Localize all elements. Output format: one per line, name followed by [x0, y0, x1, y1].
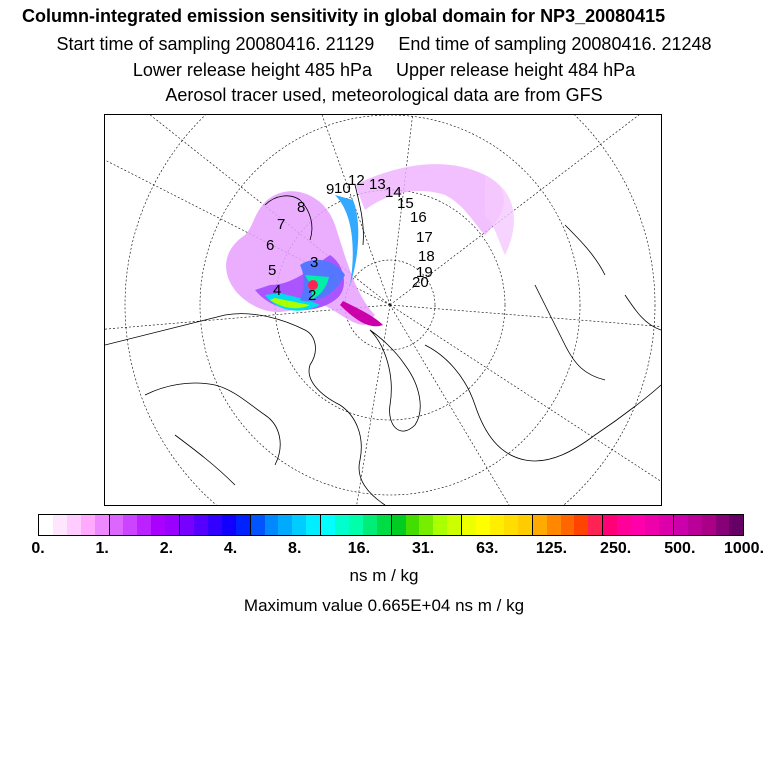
colorbar-tick-label: 31.	[411, 540, 435, 557]
colorbar-segment	[66, 515, 81, 535]
meridians	[105, 115, 661, 505]
latitude-circle	[199, 115, 581, 496]
colorbar-segment	[235, 515, 250, 535]
colorbar-segment	[715, 515, 730, 535]
latitude-circle	[124, 115, 656, 505]
colorbar-segment	[461, 515, 477, 535]
colorbar-tick-label: 125.	[535, 540, 568, 557]
colorbar-segment	[574, 515, 589, 535]
trajectory-label: 17	[416, 229, 433, 246]
trajectory-label: 4	[273, 282, 281, 299]
colorbar-segment	[376, 515, 391, 535]
colorbar-segment	[433, 515, 448, 535]
colorbar-segment	[447, 515, 462, 535]
trajectory-label: 10	[334, 180, 351, 197]
colorbar-segment	[476, 515, 490, 535]
colorbar-tick-label: 1000.	[723, 540, 765, 557]
colorbar-segment	[729, 515, 744, 535]
trajectory-label: 2	[308, 287, 316, 304]
colorbar-segment	[588, 515, 603, 535]
colorbar-segment	[531, 515, 547, 535]
colorbar-segment	[80, 515, 95, 535]
colorbar-segment	[39, 515, 53, 535]
colorbar-segment	[546, 515, 561, 535]
colorbar-segment	[278, 515, 293, 535]
release-heights: Lower release height 485 hPa Upper releas…	[0, 60, 768, 81]
start-time: Start time of sampling 20080416. 21129	[56, 34, 375, 54]
trajectory-label: 9	[326, 181, 334, 198]
colorbar-segment	[602, 515, 618, 535]
colorbar-segment	[306, 515, 321, 535]
colorbar-segment	[94, 515, 109, 535]
colorbar-segment	[390, 515, 406, 535]
maximum-value: Maximum value 0.665E+04 ns m / kg	[243, 596, 525, 615]
emission-plume	[226, 164, 514, 327]
colorbar-tick-label: 16.	[347, 540, 371, 557]
map-title: Column-integrated emission sensitivity i…	[22, 6, 666, 26]
trajectory-label: 16	[410, 209, 427, 226]
trajectory-label: 19	[416, 264, 433, 281]
tracer-info: Aerosol tracer used, meteorological data…	[165, 85, 603, 105]
trajectory-label: 5	[268, 262, 276, 279]
trajectory-label: 7	[277, 216, 285, 233]
colorbar-segment	[672, 515, 688, 535]
colorbar-segment	[249, 515, 265, 535]
lower-release-height: Lower release height 485 hPa	[132, 60, 372, 80]
trajectory-label: 15	[397, 195, 414, 212]
colorbar-segment	[560, 515, 575, 535]
colorbar-segment	[137, 515, 152, 535]
colorbar-tick-label: 2.	[159, 540, 174, 557]
colorbar-segment	[644, 515, 659, 535]
colorbar-segment	[193, 515, 208, 535]
colorbar-tick-label: 500.	[664, 540, 696, 557]
trajectory-label: 18	[418, 248, 435, 265]
colorbar-tick-label: 0.	[31, 540, 45, 557]
colorbar-segment	[108, 515, 124, 535]
colorbar-tick-label: 250.	[600, 540, 632, 557]
colorbar-tick-label: 63.	[476, 540, 499, 557]
colorbar-segment	[320, 515, 336, 535]
trajectory-label: 8	[297, 199, 305, 216]
colorbar-segment	[52, 515, 67, 535]
colorbar-segment	[123, 515, 138, 535]
colorbar-segment	[179, 515, 194, 535]
trajectory-label: 12	[348, 172, 365, 189]
colorbar-segment	[419, 515, 434, 535]
colorbar-segment	[348, 515, 363, 535]
colorbar-segment	[264, 515, 279, 535]
colorbar-segment	[335, 515, 349, 535]
trajectory-label: 6	[266, 237, 274, 254]
colorbar-segment	[292, 515, 307, 535]
map-frame: 2 3 4 5 6 7 8 9 10 12 13 14 15 16 17 18 …	[104, 114, 662, 506]
trajectory-label: 20	[412, 274, 429, 291]
colorbar-segment	[207, 515, 222, 535]
colorbar-segment	[517, 515, 532, 535]
colorbar-segment	[617, 515, 632, 535]
colorbar-segment	[701, 515, 716, 535]
colorbar-tick-label: 4.	[223, 540, 238, 557]
colorbar-tick-label: 8.	[288, 540, 302, 557]
colorbar-segment	[503, 515, 518, 535]
colorbar-segment	[362, 515, 377, 535]
colorbar-segment	[221, 515, 236, 535]
trajectory-label: 13	[369, 176, 386, 193]
end-time: End time of sampling 20080416. 21248	[398, 34, 712, 54]
colorbar-segment	[490, 515, 504, 535]
map-canvas: 2 3 4 5 6 7 8 9 10 12 13 14 15 16 17 18 …	[105, 115, 661, 505]
colorbar-unit: ns m / kg	[349, 566, 419, 585]
colorbar-segment	[658, 515, 673, 535]
colorbar-segment	[631, 515, 645, 535]
colorbar	[38, 514, 744, 536]
upper-release-height: Upper release height 484 hPa	[396, 60, 636, 80]
trajectory-label: 3	[310, 254, 318, 271]
colorbar-segment	[165, 515, 180, 535]
sampling-times: Start time of sampling 20080416. 21129 En…	[0, 34, 768, 55]
coastlines	[105, 184, 661, 505]
colorbar-segment	[151, 515, 166, 535]
colorbar-segment	[687, 515, 702, 535]
colorbar-tick-label: 1.	[95, 540, 109, 557]
trajectory-label: 14	[385, 184, 402, 201]
colorbar-segment	[405, 515, 420, 535]
trajectory-labels: 2 3 4 5 6 7 8 9 10 12 13 14 15 16 17 18 …	[266, 172, 435, 304]
